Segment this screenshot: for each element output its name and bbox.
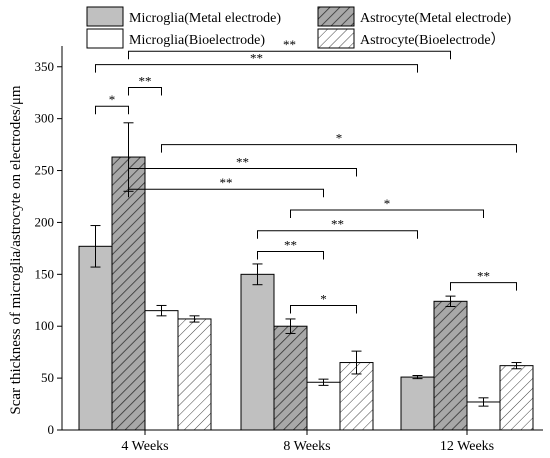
significance-bracket — [161, 144, 517, 153]
significance-bracket — [128, 87, 162, 96]
significance-label: ** — [477, 269, 490, 284]
y-tick-label: 100 — [35, 318, 55, 333]
bar — [499, 365, 534, 431]
x-category-label: 12 Weeks — [440, 439, 494, 454]
significance-label: * — [320, 291, 327, 306]
x-category-label: 4 Weeks — [121, 439, 168, 454]
y-tick-label: 350 — [35, 59, 55, 74]
significance-label: * — [336, 131, 343, 146]
legend-swatch — [317, 6, 355, 27]
significance-bracket — [450, 282, 517, 291]
bar — [78, 245, 113, 431]
bars — [78, 122, 534, 431]
legend-label: Astrocyte(Metal electrode) — [360, 11, 512, 26]
significance-label: ** — [284, 237, 297, 252]
significance-bracket — [257, 250, 324, 260]
significance-label: ** — [220, 175, 233, 190]
bar — [466, 401, 501, 431]
significance-label: * — [384, 196, 391, 211]
significance-label: ** — [331, 217, 344, 232]
bar — [177, 318, 212, 431]
significance-bracket — [257, 230, 418, 239]
bar — [144, 310, 179, 431]
significance-label: * — [109, 92, 116, 107]
legend-swatch — [86, 28, 124, 49]
legend-label: Astrocyte(Bioelectrode） — [360, 32, 505, 48]
bar — [400, 376, 435, 431]
y-tick-label: 50 — [41, 370, 54, 385]
significance-bracket — [128, 167, 357, 177]
x-category-label: 8 Weeks — [283, 439, 330, 454]
significance-label: ** — [250, 51, 263, 66]
significance-bracket — [290, 304, 357, 314]
significance-bracket — [290, 209, 484, 218]
y-tick-label: 0 — [48, 422, 55, 437]
significance-label: ** — [236, 154, 249, 169]
axes: 0 50 100 150 200 250 300 350 4 Weeks 8 Weeks 12 We… — [35, 46, 543, 454]
significance-brackets: ******************** — [95, 37, 517, 314]
significance-bracket — [95, 64, 418, 73]
bar — [111, 156, 146, 431]
significance-bracket — [128, 188, 324, 198]
significance-bracket — [128, 50, 451, 60]
y-tick-label: 250 — [35, 163, 55, 178]
significance-bracket — [95, 105, 129, 115]
significance-label: ** — [283, 37, 296, 52]
bar — [240, 273, 275, 431]
bar — [306, 381, 341, 431]
bar — [433, 300, 468, 431]
legend-label: Microglia(Metal electrode) — [129, 11, 281, 26]
legend-swatch — [317, 28, 355, 49]
legend: Microglia(Metal electrode) Astrocyte(Meta… — [86, 6, 512, 49]
y-axis-label: Scar thickness of microglia/astrocyte on… — [8, 85, 24, 415]
significance-label: ** — [139, 74, 152, 89]
legend-swatch — [86, 6, 124, 27]
legend-label: Microglia(Bioelectrode) — [129, 33, 265, 48]
bar — [273, 325, 308, 431]
y-tick-label: 200 — [35, 214, 55, 229]
y-tick-label: 150 — [35, 266, 55, 281]
y-tick-label: 300 — [35, 111, 55, 126]
